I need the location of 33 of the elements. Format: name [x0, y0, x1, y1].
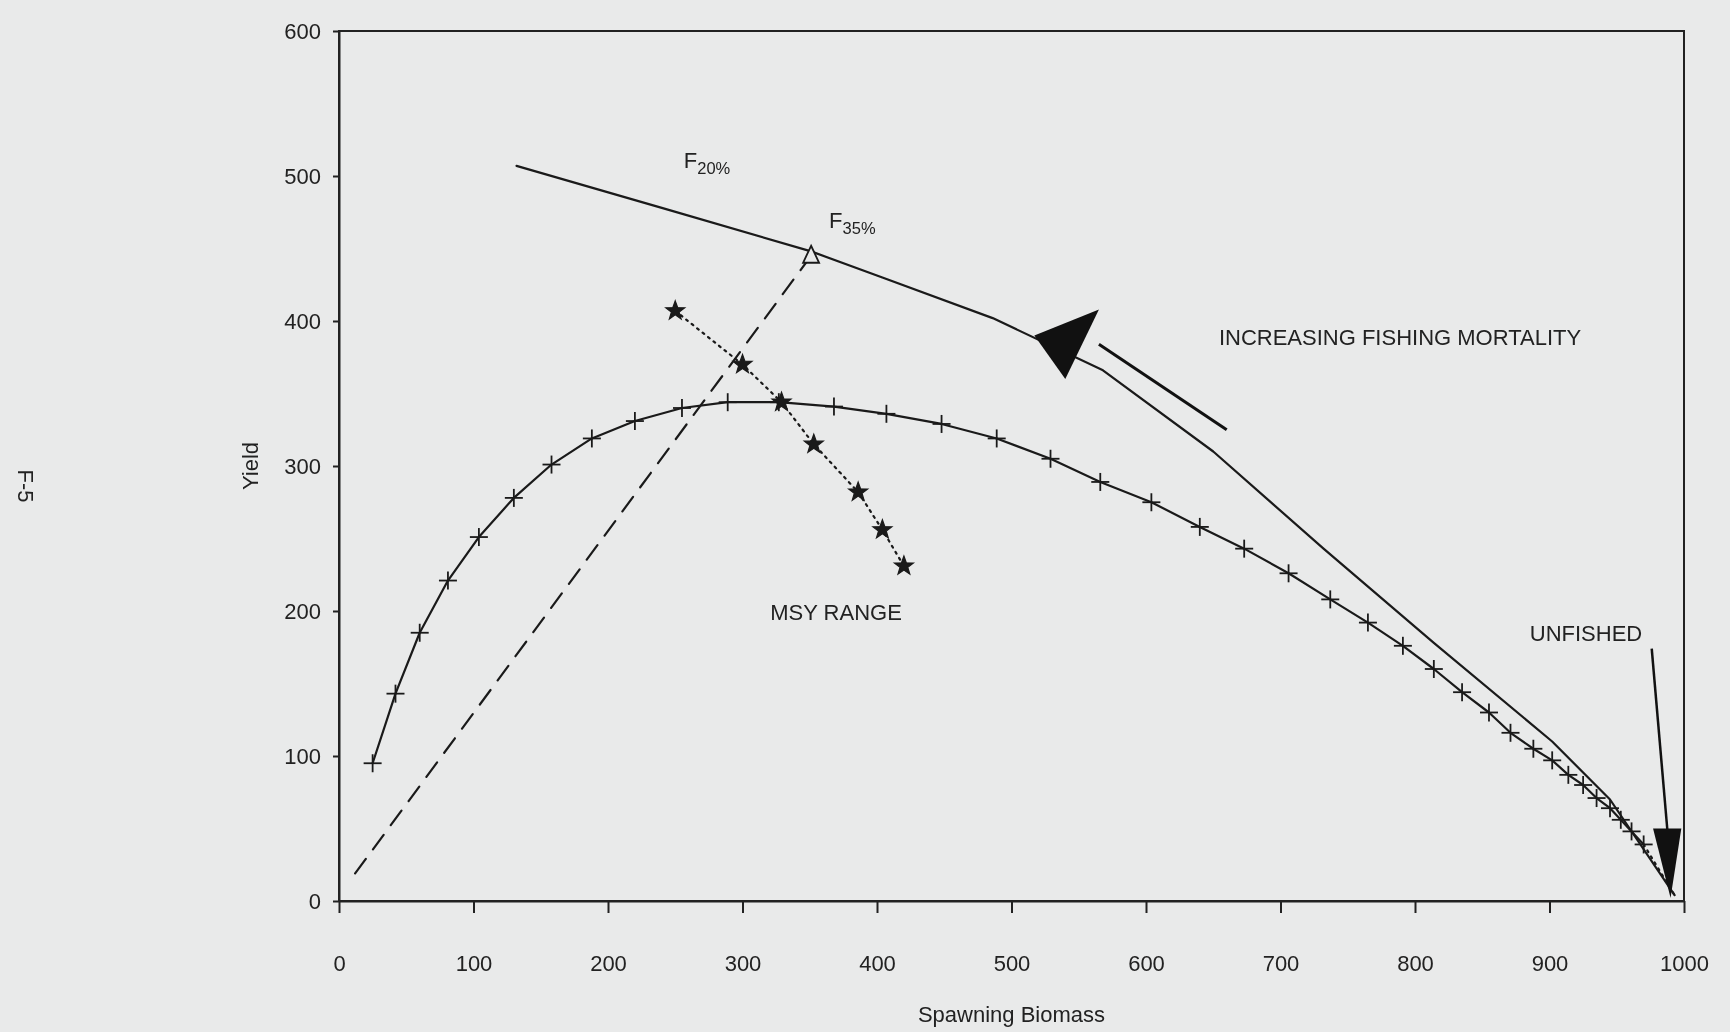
- point: [848, 481, 869, 501]
- x-tick-label: 300: [724, 950, 762, 976]
- x-tick-label: 700: [1262, 950, 1300, 976]
- point: [732, 353, 753, 374]
- x-tick-label: 600: [1128, 950, 1165, 976]
- y-tick-label: 100: [284, 743, 321, 769]
- x-tick-label: 100: [455, 950, 493, 976]
- annotation: INCREASING FISHING MORTALITY: [1218, 325, 1582, 350]
- x-tick-label: 0: [333, 950, 346, 976]
- x-tick-label: 400: [859, 950, 896, 976]
- point: [893, 555, 914, 575]
- x-tick-label: 900: [1531, 950, 1569, 976]
- y-tick-label: 500: [284, 163, 321, 189]
- point: [665, 300, 686, 320]
- x-axis-title: Spawning Biomass: [917, 1002, 1106, 1027]
- point: [872, 519, 893, 539]
- annotation: UNFISHED: [1529, 621, 1643, 646]
- point: [802, 244, 820, 264]
- y-tick-label: 600: [284, 18, 321, 44]
- text: F-5: [13, 469, 38, 503]
- x-tick-label: 500: [993, 950, 1031, 976]
- annotation: MSY RANGE: [770, 600, 902, 625]
- y-tick-label: 200: [284, 598, 321, 624]
- y-tick-label: 0: [308, 888, 321, 914]
- point: [803, 433, 824, 453]
- series-label: F$_{35%}$: [829, 207, 876, 237]
- y-tick-label: 400: [284, 308, 321, 334]
- y-tick-label: 300: [284, 453, 321, 479]
- y-axis-title: Yield: [238, 441, 263, 491]
- x-tick-label: 200: [590, 950, 627, 976]
- x-tick-label: 800: [1397, 950, 1434, 976]
- series-label: F$_{20%}$: [683, 147, 731, 177]
- x-tick-label: 1000: [1660, 950, 1709, 976]
